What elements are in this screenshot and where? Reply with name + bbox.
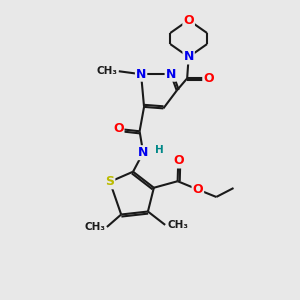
Text: N: N xyxy=(136,68,146,81)
Text: CH₃: CH₃ xyxy=(96,66,117,76)
Text: N: N xyxy=(166,68,176,81)
Text: O: O xyxy=(193,183,203,196)
Text: O: O xyxy=(203,72,214,85)
Text: CH₃: CH₃ xyxy=(167,220,188,230)
Text: N: N xyxy=(138,146,148,159)
Text: O: O xyxy=(113,122,124,135)
Text: N: N xyxy=(184,50,194,64)
Text: CH₃: CH₃ xyxy=(84,222,105,232)
Text: O: O xyxy=(173,154,184,167)
Text: S: S xyxy=(105,175,114,188)
Text: O: O xyxy=(183,14,194,27)
Text: H: H xyxy=(155,145,164,155)
